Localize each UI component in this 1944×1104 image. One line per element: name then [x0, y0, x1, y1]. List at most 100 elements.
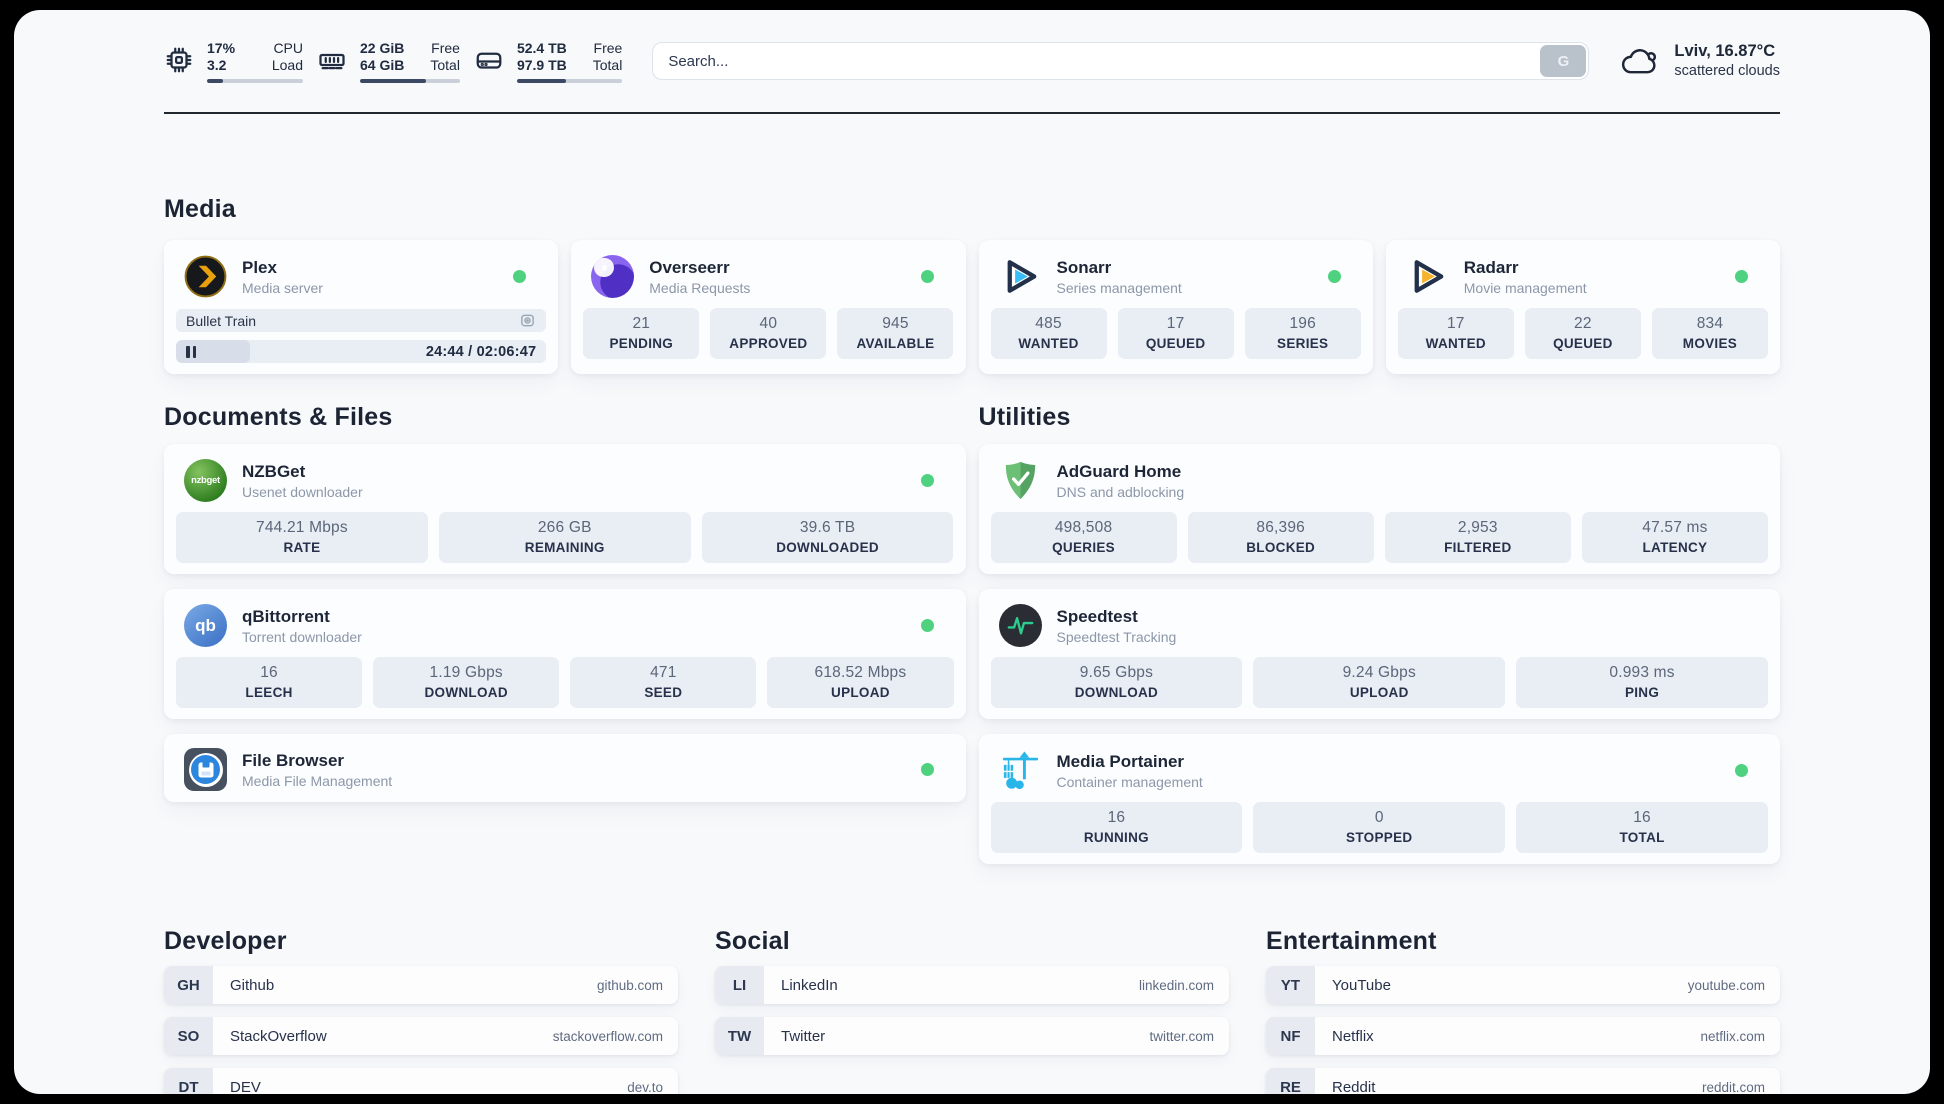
now-playing-title: Bullet Train [186, 312, 257, 329]
stat-pending: 21 PENDING [583, 308, 700, 359]
stat-wanted: 485 WANTED [990, 308, 1107, 359]
section-title-documents: Documents & Files [164, 403, 393, 431]
app-subtitle: Container management [1056, 773, 1203, 790]
media-card-row: Plex Media server Bullet Train [164, 240, 1780, 374]
section-title-entertainment: Entertainment [1266, 927, 1437, 955]
stat-queries: 498,508 QUERIES [990, 512, 1177, 563]
app-card-overseerr[interactable]: Overseerr Media Requests 21 PENDING 40 A… [571, 240, 966, 374]
app-card-filebrowser[interactable]: File Browser Media File Management [164, 734, 966, 802]
memory-total-value: 64 GiB [360, 57, 405, 73]
hard-drive-icon [474, 45, 504, 75]
bookmark-abbr: NF [1266, 1017, 1315, 1055]
memory-free-value: 22 GiB [360, 40, 405, 56]
disk-progress-fill [516, 79, 567, 83]
bookmark-abbr: YT [1266, 966, 1315, 1004]
stat-upload: 618.52 Mbps UPLOAD [767, 657, 954, 708]
bookmark-url: youtube.com [1687, 977, 1765, 993]
bookmark-github[interactable]: GH Github github.com [164, 966, 678, 1004]
nzbget-icon: nzbget [184, 459, 227, 502]
app-card-radarr[interactable]: Radarr Movie management 17 WANTED 22 QUE… [1385, 240, 1780, 374]
bookmark-url: netflix.com [1700, 1028, 1765, 1044]
app-card-speedtest[interactable]: Speedtest Speedtest Tracking 9.65 Gbps D… [978, 589, 1780, 719]
stat-latency: 47.57 ms LATENCY [1581, 512, 1768, 563]
bookmark-dev[interactable]: DT DEV dev.to [164, 1068, 678, 1094]
weather-location: Lviv, 16.87°C [1674, 42, 1776, 60]
stat-blocked: 86,396 BLOCKED [1187, 512, 1374, 563]
stat-upload: 9.24 Gbps UPLOAD [1253, 657, 1506, 708]
stat-leech: 16 LEECH [176, 657, 363, 708]
stat-remaining: 266 GB REMAINING [438, 512, 691, 563]
bookmark-stackoverflow[interactable]: SO StackOverflow stackoverflow.com [164, 1017, 678, 1055]
app-name: Overseerr [649, 257, 730, 277]
bookmark-url: reddit.com [1701, 1079, 1765, 1095]
portainer-icon [999, 749, 1042, 792]
overseerr-icon [591, 255, 635, 298]
now-playing-row: Bullet Train [176, 309, 547, 332]
bookmark-url: github.com [596, 977, 663, 993]
search-engine-button[interactable]: G [1540, 45, 1587, 77]
bookmark-abbr: GH [164, 966, 213, 1004]
cpu-label-1: CPU [273, 40, 303, 56]
memory-label-2: Total [430, 57, 460, 73]
stat-running: 16 RUNNING [990, 802, 1243, 853]
bookmark-netflix[interactable]: NF Netflix netflix.com [1266, 1017, 1780, 1055]
disk-free-value: 52.4 TB [516, 40, 567, 56]
bookmark-reddit[interactable]: RE Reddit reddit.com [1266, 1068, 1780, 1094]
stat-rate: 744.21 Mbps RATE [176, 512, 428, 563]
app-name: Media Portainer [1056, 751, 1185, 771]
bookmark-url: stackoverflow.com [552, 1028, 663, 1044]
section-title-utilities: Utilities [978, 403, 1071, 431]
app-name: Plex [242, 257, 277, 277]
app-card-adguard[interactable]: AdGuard Home DNS and adblocking 498,508 … [978, 444, 1780, 574]
search-input[interactable] [652, 42, 1590, 80]
bookmark-name: YouTube [1332, 976, 1391, 994]
app-name: File Browser [242, 750, 345, 770]
stat-movies: 834 MOVIES [1651, 308, 1768, 359]
app-name: Speedtest [1056, 606, 1138, 626]
section-title-developer: Developer [164, 927, 287, 955]
cpu-load-value: 3.2 [207, 57, 227, 73]
video-session-icon [519, 312, 536, 329]
status-online-dot [920, 474, 934, 487]
header-divider [164, 112, 1780, 114]
app-subtitle: DNS and adblocking [1056, 483, 1185, 500]
top-bar: 17% CPU 3.2 Load [164, 10, 1780, 83]
app-subtitle: Media File Management [242, 772, 393, 789]
bookmark-url: dev.to [627, 1079, 663, 1095]
documents-column: nzbget NZBGet Usenet downloader 744.21 M… [164, 444, 966, 802]
section-title-media: Media [164, 195, 236, 223]
app-name: AdGuard Home [1056, 461, 1182, 481]
qbittorrent-icon: qb [184, 604, 227, 647]
bookmark-youtube[interactable]: YT YouTube youtube.com [1266, 966, 1780, 1004]
stat-wanted: 17 WANTED [1397, 308, 1514, 359]
cpu-widget: 17% CPU 3.2 Load [164, 40, 303, 83]
app-name: NZBGet [242, 461, 306, 481]
app-card-plex[interactable]: Plex Media server Bullet Train [164, 240, 559, 374]
stat-stopped: 0 STOPPED [1253, 802, 1506, 853]
bookmark-linkedin[interactable]: LI LinkedIn linkedin.com [715, 966, 1229, 1004]
pause-icon [186, 345, 196, 358]
memory-progress-track [360, 79, 460, 83]
disk-widget: 52.4 TB Free 97.9 TB Total [474, 40, 623, 83]
app-card-sonarr[interactable]: Sonarr Series management 485 WANTED 17 Q… [978, 240, 1373, 374]
bookmark-abbr: DT [164, 1068, 213, 1094]
bookmark-twitter[interactable]: TW Twitter twitter.com [715, 1017, 1229, 1055]
app-name: Sonarr [1056, 257, 1112, 277]
app-card-nzbget[interactable]: nzbget NZBGet Usenet downloader 744.21 M… [164, 444, 966, 574]
app-card-portainer[interactable]: Media Portainer Container management 16 … [978, 734, 1780, 864]
social-bookmarks: LI LinkedIn linkedin.com TW Twitter twit… [715, 966, 1229, 1055]
bookmark-url: linkedin.com [1138, 977, 1214, 993]
speedtest-icon [998, 604, 1042, 647]
stat-queued: 17 QUEUED [1117, 308, 1234, 359]
dashboard-page: 17% CPU 3.2 Load [14, 10, 1930, 1094]
status-online-dot [1327, 270, 1341, 283]
section-title-social: Social [715, 927, 790, 955]
app-card-qbittorrent[interactable]: qb qBittorrent Torrent downloader 16 LEE… [164, 589, 966, 719]
stat-available: 945 AVAILABLE [837, 308, 954, 359]
app-subtitle: Speedtest Tracking [1056, 628, 1177, 645]
playback-progress-row: 24:44 / 02:06:47 [176, 340, 547, 363]
adguard-icon [999, 459, 1042, 502]
app-subtitle: Movie management [1463, 279, 1587, 296]
app-subtitle: Usenet downloader [242, 483, 363, 500]
stat-download: 1.19 Gbps DOWNLOAD [373, 657, 560, 708]
